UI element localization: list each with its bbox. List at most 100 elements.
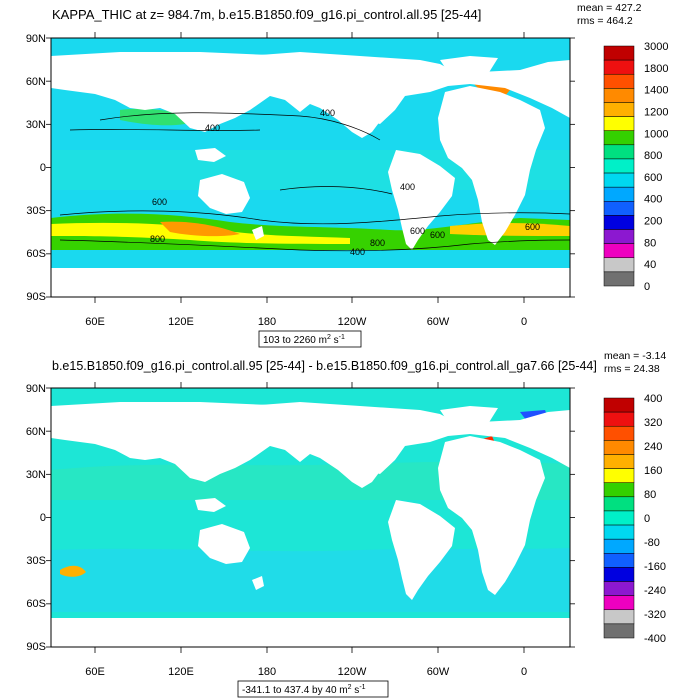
colorbar-label: 240 [644,441,662,453]
contour-label: 600 [410,226,425,236]
colorbar-swatch [603,243,635,259]
lat-label: 60N [26,76,46,88]
contour-label: 400 [320,108,335,118]
contour-lines [59,112,570,252]
lat-label: 90S [26,291,46,303]
colorbar-label: 0 [644,281,650,293]
colorbar-label: 200 [644,216,662,228]
lat-label: 90N [26,33,46,45]
colorbar-swatch [603,496,635,512]
mean-stat: mean = 427.2 [577,2,642,14]
colorbar-swatch [603,59,635,75]
colorbar-swatch [603,623,635,639]
lon-label: 0 [521,666,527,678]
lon-label: 60E [85,666,105,678]
colorbar-swatch [603,116,635,131]
colorbar-label: 3000 [644,41,668,53]
lat-label: 60S [26,248,46,260]
colorbar-label: 0 [644,513,650,525]
range-box [258,330,362,348]
colorbar-swatch [603,538,635,554]
lat-label: 0 [40,162,46,174]
lat-label: 60N [26,426,46,438]
rms-stat: rms = 464.2 [577,15,633,27]
lat-label: 60S [26,598,46,610]
colorbar-label: 160 [644,465,662,477]
lat-label: 30N [26,119,46,131]
colorbar-label: 1000 [644,128,668,140]
contour-label: 400 [205,123,220,133]
lon-label: 180 [258,316,276,328]
lat-label: 30S [26,555,46,567]
colorbar-label: 80 [644,489,656,501]
colorbar-swatch [603,411,635,427]
range-text: 103 to 2260 m2 s-1 [263,334,345,346]
contour-label: 400 [350,247,365,257]
contour-label: 800 [150,234,165,244]
southern-ocean-cyan [51,548,570,612]
colorbar-swatch [603,257,635,273]
colorbar-swatch [603,425,635,441]
colorbar-swatch [603,215,635,230]
colorbar-swatch [603,609,635,625]
panel-bottom: b.e15.B1850.f09_g16.pi_control.all.95 [2… [26,350,666,698]
colorbar-swatch [603,524,635,540]
range-text: -341.1 to 437.4 by 40 m2 s-1 [242,684,366,696]
panel-title: b.e15.B1850.f09_g16.pi_control.all.95 [2… [52,359,597,373]
colorbar-swatch [603,397,635,413]
colorbar-label: -240 [644,585,666,597]
colorbar-swatch [603,440,635,455]
lon-label: 0 [521,316,527,328]
colorbar: 400 320 240 160 80 0 -80 -160 -240 -320 -400 [603,393,666,645]
colorbar-label: -400 [644,633,666,645]
contour-label: 800 [370,238,385,248]
colorbar-label: 40 [644,259,656,271]
lat-label: 90S [26,641,46,653]
atlantic-so-yellow [450,223,570,236]
lon-label: 120W [338,316,367,328]
colorbar-swatch [603,158,635,174]
lon-label: 60W [427,316,450,328]
lat-label: 30S [26,205,46,217]
colorbar-swatch [603,567,635,582]
colorbar-swatch [603,186,635,202]
colorbar-swatch [603,581,635,596]
colorbar-swatch [603,271,635,287]
colorbar-label: -320 [644,609,666,621]
colorbar-swatch [603,73,635,89]
axis-ticks [46,32,575,653]
range-box [237,680,389,698]
contour-label: 600 [430,230,445,240]
lon-label: 180 [258,666,276,678]
contour-label: 600 [152,197,167,207]
anomaly-patch [60,565,86,577]
colorbar-label: 400 [644,393,662,405]
colorbar-swatch [603,130,635,146]
colorbar-swatch [603,595,635,611]
contour-label: 400 [400,182,415,192]
lon-label: 120E [168,316,194,328]
colorbar-swatch [603,88,635,103]
colorbar-label: 800 [644,150,662,162]
colorbar-label: 80 [644,237,656,249]
colorbar-swatch [603,510,635,526]
rms-stat: rms = 24.38 [604,363,660,375]
southern-ocean-orange [160,221,240,237]
colorbar-swatch [603,172,635,188]
colorbar-label: -80 [644,537,660,549]
colorbar-swatch [603,201,635,216]
panel-top: KAPPA_THIC at z= 984.7m, b.e15.B1850.f09… [26,2,668,348]
lon-label: 60E [85,316,105,328]
panel-title: KAPPA_THIC at z= 984.7m, b.e15.B1850.f09… [52,7,481,22]
colorbar-swatch [603,468,635,483]
colorbar-label: 400 [644,194,662,206]
lat-label: 0 [40,512,46,524]
colorbar-swatch [603,482,635,498]
lon-label: 120W [338,666,367,678]
colorbar-label: -160 [644,561,666,573]
colorbar-label: 1200 [644,106,668,118]
colorbar-label: 320 [644,417,662,429]
lon-label: 60W [427,666,450,678]
